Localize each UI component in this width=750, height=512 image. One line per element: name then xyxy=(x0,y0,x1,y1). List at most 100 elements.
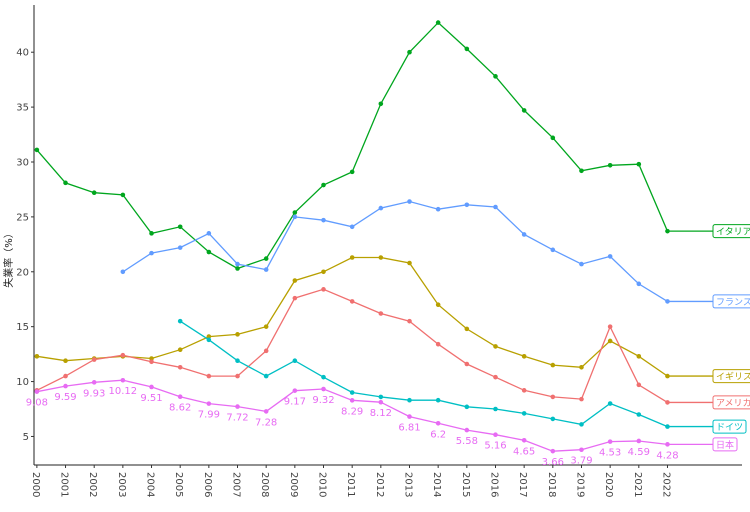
data-point xyxy=(206,337,212,343)
data-label: 9.17 xyxy=(284,397,306,408)
x-tick-label: 2001 xyxy=(59,472,70,497)
data-point xyxy=(521,108,527,113)
data-point xyxy=(321,269,326,275)
end-label-text: イタリア xyxy=(716,227,750,238)
data-point xyxy=(349,299,355,304)
data-point xyxy=(321,217,326,223)
data-point xyxy=(579,447,584,453)
data-point xyxy=(493,204,498,210)
data-point xyxy=(63,358,68,364)
data-point xyxy=(91,357,97,362)
data-point xyxy=(493,432,498,437)
data-point xyxy=(435,20,441,25)
data-point xyxy=(636,412,642,417)
data-point xyxy=(206,334,212,339)
data-point xyxy=(464,202,470,208)
series-アメリカ xyxy=(34,287,713,405)
x-tick-label: 2008 xyxy=(259,472,270,497)
data-point xyxy=(521,354,527,359)
data-label: 3.79 xyxy=(570,456,592,467)
end-label-box xyxy=(712,224,750,239)
x-tick-label: 2019 xyxy=(574,472,585,497)
data-point xyxy=(292,210,298,215)
data-label: 6.2 xyxy=(430,429,446,440)
data-point xyxy=(464,404,470,410)
x-tick-label: 2018 xyxy=(546,472,557,497)
data-label: 8.62 xyxy=(169,403,191,414)
data-point xyxy=(321,374,326,380)
data-point xyxy=(378,311,384,316)
y-tick-label: 40 xyxy=(16,48,29,59)
data-point xyxy=(235,373,240,379)
data-point xyxy=(263,373,269,379)
data-point xyxy=(579,364,584,370)
data-point xyxy=(378,205,384,211)
data-point xyxy=(636,161,642,167)
data-point xyxy=(149,359,154,365)
data-label: 8.29 xyxy=(341,406,363,417)
data-point xyxy=(149,250,154,256)
data-point xyxy=(607,162,613,168)
data-point xyxy=(120,377,126,383)
end-label-box xyxy=(712,294,750,309)
data-point xyxy=(206,401,212,406)
data-point xyxy=(349,390,355,395)
series-日本 xyxy=(34,377,713,454)
x-tick-label: 2017 xyxy=(517,472,528,497)
data-point xyxy=(349,398,355,403)
data-point xyxy=(120,192,126,198)
data-label: 10.12 xyxy=(109,386,138,397)
data-point xyxy=(235,266,240,271)
x-tick-label: 2006 xyxy=(202,472,213,497)
data-point xyxy=(493,374,498,380)
data-point xyxy=(63,180,68,186)
x-tick-label: 2012 xyxy=(374,472,385,497)
data-point xyxy=(550,394,556,400)
data-point xyxy=(435,420,441,426)
data-label: 5.16 xyxy=(484,441,506,452)
data-point xyxy=(521,388,527,393)
data-label: 9.59 xyxy=(54,392,76,403)
end-label-box xyxy=(712,437,738,452)
data-point xyxy=(579,422,584,427)
data-point xyxy=(263,267,269,272)
data-point xyxy=(177,394,183,400)
data-point xyxy=(464,46,470,52)
data-point xyxy=(292,278,298,283)
y-tick-label: 10 xyxy=(16,377,29,388)
data-point xyxy=(91,380,97,385)
data-label: 9.51 xyxy=(140,393,162,404)
end-label-text: フランス xyxy=(716,297,750,308)
x-tick-label: 2014 xyxy=(431,472,442,497)
axes: 5 10 15 20 25 30 35 40 2000 2001 2002 2003 2004 2005 2… xyxy=(16,5,742,497)
end-label-text: アメリカ xyxy=(716,398,750,409)
x-tick-label: 2010 xyxy=(317,472,328,497)
data-point xyxy=(349,224,355,230)
data-label: 6.81 xyxy=(398,423,420,434)
data-point xyxy=(407,49,412,55)
data-label: 3.66 xyxy=(542,457,564,468)
data-point xyxy=(636,281,642,287)
data-point xyxy=(91,190,97,196)
data-point xyxy=(235,358,240,364)
data-labels: 9.08 9.59 9.93 10.129.51 8.62 7.99 7.72 7.28 9.1… xyxy=(26,386,679,468)
data-label: 9.32 xyxy=(312,395,334,406)
data-point xyxy=(206,249,212,255)
x-tick-label: 2000 xyxy=(30,472,41,497)
data-point xyxy=(407,397,412,403)
data-point xyxy=(521,232,527,237)
data-point xyxy=(292,295,298,301)
data-point xyxy=(607,338,613,344)
data-point xyxy=(120,269,126,275)
data-point xyxy=(63,383,68,389)
y-tick-label: 5 xyxy=(23,432,29,443)
x-tick-label: 2015 xyxy=(460,472,471,497)
data-point xyxy=(263,409,269,414)
end-label-ドイツ: ドイツ xyxy=(712,419,747,434)
end-label-アメリカ: アメリカ xyxy=(712,395,750,410)
data-point xyxy=(120,352,126,358)
series-line xyxy=(179,320,668,428)
data-point xyxy=(550,416,556,422)
data-point xyxy=(521,437,527,443)
series-イギリス xyxy=(34,255,713,379)
